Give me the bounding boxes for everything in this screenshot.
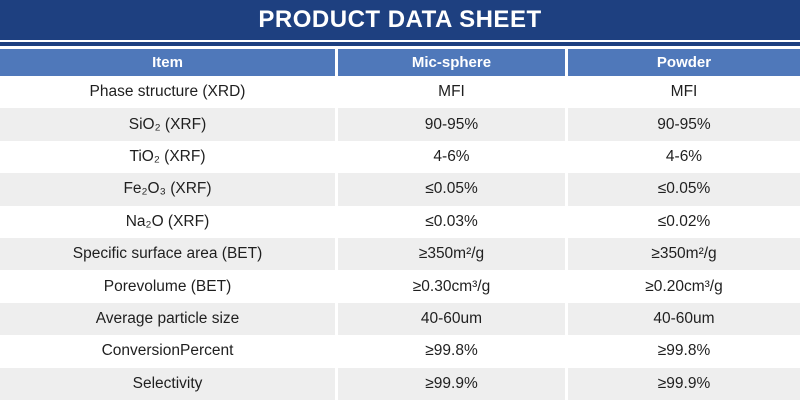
cell-item: Average particle size xyxy=(0,302,338,336)
title-divider xyxy=(0,42,800,46)
table-row: Selectivity ≥99.9% ≥99.9% xyxy=(0,367,800,400)
cell-powder: ≥99.9% xyxy=(657,374,711,392)
cell-mic-sphere: ≥99.8% xyxy=(338,335,568,368)
table-body: Phase structure (XRD) MFI MFI SiO₂ (XRF)… xyxy=(0,76,800,400)
cell-mic-sphere: ≥0.30cm³/g xyxy=(338,270,568,303)
cell-powder: ≥99.8% xyxy=(657,342,711,360)
cell-powder: ≤0.02% xyxy=(657,212,711,230)
cell-powder: 40-60um xyxy=(653,310,715,328)
table-row: Porevolume (BET) ≥0.30cm³/g ≥0.20cm³/g xyxy=(0,270,800,303)
cell-mic-sphere: 90-95% xyxy=(338,108,568,141)
table-row: Fe₂O₃ (XRF) ≤0.05% ≤0.05% xyxy=(0,173,800,206)
cell-mic-sphere: 40-60um xyxy=(338,302,568,336)
cell-item: Fe₂O₃ (XRF) xyxy=(0,173,338,206)
cell-item: ConversionPercent xyxy=(0,335,338,368)
column-header-powder: Powder xyxy=(656,54,712,71)
cell-powder: 4-6% xyxy=(665,148,703,166)
column-header-mic-sphere: Mic-sphere xyxy=(338,49,568,76)
cell-item: Phase structure (XRD) xyxy=(0,76,338,109)
title-bar: PRODUCT DATA SHEET xyxy=(0,0,800,40)
table-row: Average particle size 40-60um 40-60um xyxy=(0,302,800,336)
cell-item: Selectivity xyxy=(0,367,338,400)
table-row: Phase structure (XRD) MFI MFI xyxy=(0,76,800,109)
cell-item: Specific surface area (BET) xyxy=(0,238,338,271)
table-row: ConversionPercent ≥99.8% ≥99.8% xyxy=(0,335,800,368)
cell-mic-sphere: ≤0.03% xyxy=(338,205,568,239)
cell-powder: MFI xyxy=(670,83,698,101)
table-header-row: Item Mic-sphere Powder xyxy=(0,49,800,76)
page-title: PRODUCT DATA SHEET xyxy=(258,6,542,33)
column-header-item: Item xyxy=(0,49,338,76)
table-row: SiO₂ (XRF) 90-95% 90-95% xyxy=(0,108,800,141)
cell-item: Na₂O (XRF) xyxy=(0,205,338,239)
cell-mic-sphere: MFI xyxy=(338,76,568,109)
table-row: Specific surface area (BET) ≥350m²/g ≥35… xyxy=(0,238,800,271)
cell-powder: ≥0.20cm³/g xyxy=(645,277,723,295)
table-row: Na₂O (XRF) ≤0.03% ≤0.02% xyxy=(0,205,800,239)
cell-powder: ≤0.05% xyxy=(657,180,711,198)
cell-item: SiO₂ (XRF) xyxy=(0,108,338,141)
cell-mic-sphere: ≥99.9% xyxy=(338,367,568,400)
cell-item: Porevolume (BET) xyxy=(0,270,338,303)
table-row: TiO₂ (XRF) 4-6% 4-6% xyxy=(0,140,800,174)
cell-powder: ≥350m²/g xyxy=(651,245,717,263)
cell-item: TiO₂ (XRF) xyxy=(0,140,338,174)
cell-powder: 90-95% xyxy=(657,115,711,133)
cell-mic-sphere: ≤0.05% xyxy=(338,173,568,206)
cell-mic-sphere: 4-6% xyxy=(338,140,568,174)
cell-mic-sphere: ≥350m²/g xyxy=(338,238,568,271)
